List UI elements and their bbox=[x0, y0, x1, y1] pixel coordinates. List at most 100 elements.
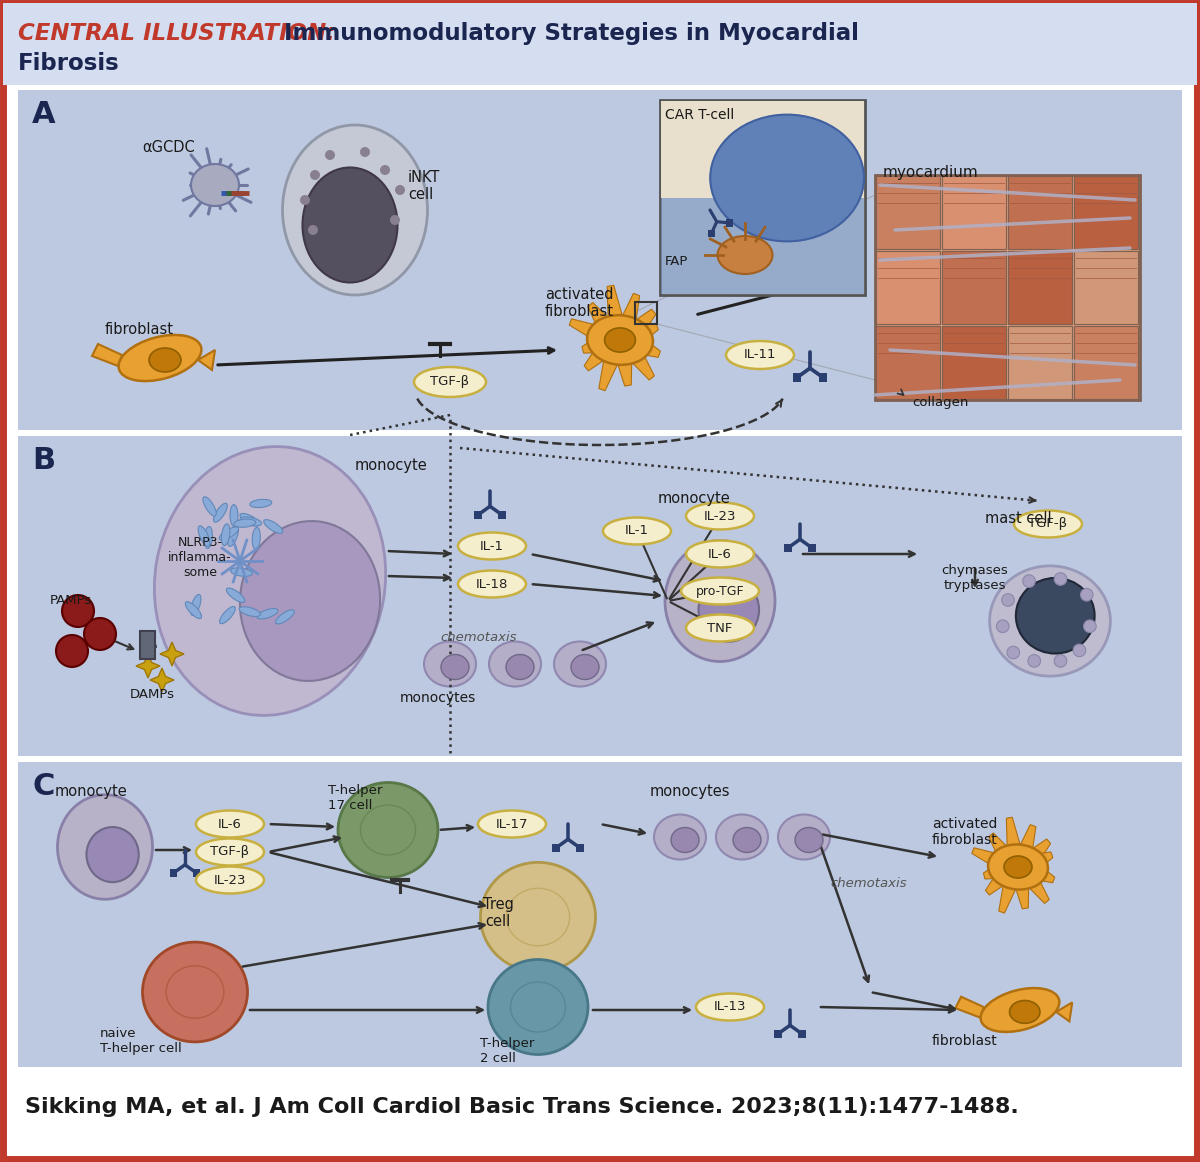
Bar bbox=[1074, 175, 1138, 249]
Bar bbox=[1074, 251, 1138, 324]
Ellipse shape bbox=[710, 115, 864, 242]
Text: T-helper
2 cell: T-helper 2 cell bbox=[480, 1037, 534, 1066]
Bar bbox=[876, 251, 940, 324]
Circle shape bbox=[1084, 621, 1097, 632]
Text: TNF: TNF bbox=[707, 622, 733, 634]
Ellipse shape bbox=[196, 839, 264, 866]
Bar bbox=[1074, 327, 1138, 399]
Text: Sikking MA, et al. J Am Coll Cardiol Basic Trans Science. 2023;8(11):1477-1488.: Sikking MA, et al. J Am Coll Cardiol Bas… bbox=[25, 1097, 1019, 1117]
Bar bbox=[808, 544, 816, 552]
Circle shape bbox=[308, 225, 318, 235]
Ellipse shape bbox=[119, 335, 202, 381]
Ellipse shape bbox=[778, 815, 830, 860]
Ellipse shape bbox=[149, 347, 181, 372]
FancyBboxPatch shape bbox=[18, 436, 1182, 756]
Polygon shape bbox=[582, 338, 599, 353]
Text: monocytes: monocytes bbox=[650, 784, 731, 799]
Polygon shape bbox=[92, 344, 122, 366]
Ellipse shape bbox=[571, 654, 599, 680]
Bar bbox=[1008, 327, 1072, 399]
Polygon shape bbox=[617, 358, 631, 386]
Ellipse shape bbox=[1016, 578, 1094, 653]
Bar bbox=[774, 1030, 782, 1038]
Ellipse shape bbox=[604, 517, 671, 545]
Ellipse shape bbox=[696, 994, 764, 1020]
Ellipse shape bbox=[442, 654, 469, 680]
Ellipse shape bbox=[796, 827, 823, 853]
Ellipse shape bbox=[191, 164, 239, 206]
Bar bbox=[876, 327, 940, 399]
Text: IL-23: IL-23 bbox=[214, 874, 246, 887]
Text: monocyte: monocyte bbox=[658, 492, 731, 505]
Ellipse shape bbox=[155, 446, 385, 716]
Polygon shape bbox=[1027, 876, 1049, 903]
Text: IL-17: IL-17 bbox=[496, 818, 528, 831]
Bar bbox=[193, 869, 200, 877]
Polygon shape bbox=[599, 356, 619, 390]
Ellipse shape bbox=[222, 524, 230, 546]
Polygon shape bbox=[984, 865, 998, 878]
Ellipse shape bbox=[414, 367, 486, 397]
Circle shape bbox=[360, 148, 370, 157]
Circle shape bbox=[1073, 644, 1086, 657]
Text: DAMPs: DAMPs bbox=[130, 688, 175, 701]
Polygon shape bbox=[985, 873, 1006, 895]
Text: IL-13: IL-13 bbox=[714, 1000, 746, 1013]
Text: CAR T-cell: CAR T-cell bbox=[665, 108, 734, 122]
Ellipse shape bbox=[1004, 856, 1032, 878]
Text: TGF-β: TGF-β bbox=[1028, 517, 1068, 531]
Ellipse shape bbox=[250, 500, 271, 508]
Text: fibroblast: fibroblast bbox=[932, 1034, 998, 1048]
Ellipse shape bbox=[196, 811, 264, 838]
Text: IL-1: IL-1 bbox=[480, 539, 504, 552]
Polygon shape bbox=[136, 654, 160, 677]
Ellipse shape bbox=[682, 578, 760, 604]
Ellipse shape bbox=[185, 602, 202, 618]
Text: activated
fibroblast: activated fibroblast bbox=[932, 817, 998, 847]
Text: Immunomodulatory Strategies in Myocardial: Immunomodulatory Strategies in Myocardia… bbox=[276, 22, 859, 45]
Text: IL-23: IL-23 bbox=[703, 509, 737, 523]
Text: T-helper
17 cell: T-helper 17 cell bbox=[328, 784, 383, 812]
Ellipse shape bbox=[654, 815, 706, 860]
Text: monocytes: monocytes bbox=[400, 691, 476, 705]
Ellipse shape bbox=[506, 654, 534, 680]
Ellipse shape bbox=[239, 607, 260, 617]
Polygon shape bbox=[955, 997, 984, 1018]
Text: collagen: collagen bbox=[912, 396, 968, 409]
Ellipse shape bbox=[1009, 1000, 1040, 1024]
Polygon shape bbox=[198, 350, 215, 370]
Text: FAP: FAP bbox=[665, 254, 689, 268]
Text: NLRP3-
inflamma-
some: NLRP3- inflamma- some bbox=[168, 536, 232, 579]
Text: TGF-β: TGF-β bbox=[431, 375, 469, 388]
Bar bbox=[942, 251, 1006, 324]
Bar bbox=[498, 510, 505, 519]
Circle shape bbox=[1002, 594, 1014, 607]
Polygon shape bbox=[150, 668, 174, 693]
Circle shape bbox=[84, 618, 116, 650]
Polygon shape bbox=[607, 285, 623, 322]
Circle shape bbox=[56, 634, 88, 667]
Polygon shape bbox=[630, 350, 654, 380]
Ellipse shape bbox=[227, 588, 245, 602]
Polygon shape bbox=[989, 833, 1009, 858]
Polygon shape bbox=[588, 302, 611, 330]
Text: mast cell: mast cell bbox=[985, 511, 1051, 526]
Polygon shape bbox=[640, 323, 659, 340]
Polygon shape bbox=[584, 346, 606, 371]
Circle shape bbox=[1055, 654, 1067, 667]
Text: iNKT
cell: iNKT cell bbox=[408, 170, 440, 202]
Text: αGCDC: αGCDC bbox=[142, 139, 194, 155]
Bar bbox=[876, 175, 940, 249]
Text: IL-11: IL-11 bbox=[744, 349, 776, 361]
Polygon shape bbox=[569, 318, 600, 340]
Ellipse shape bbox=[686, 615, 754, 641]
Ellipse shape bbox=[230, 504, 238, 526]
Text: TGF-β: TGF-β bbox=[210, 846, 250, 859]
Ellipse shape bbox=[716, 815, 768, 860]
Ellipse shape bbox=[228, 525, 239, 546]
Bar bbox=[576, 844, 583, 852]
Text: Treg
cell: Treg cell bbox=[482, 897, 514, 930]
Bar bbox=[785, 544, 792, 552]
Ellipse shape bbox=[234, 519, 256, 528]
Ellipse shape bbox=[733, 827, 761, 853]
